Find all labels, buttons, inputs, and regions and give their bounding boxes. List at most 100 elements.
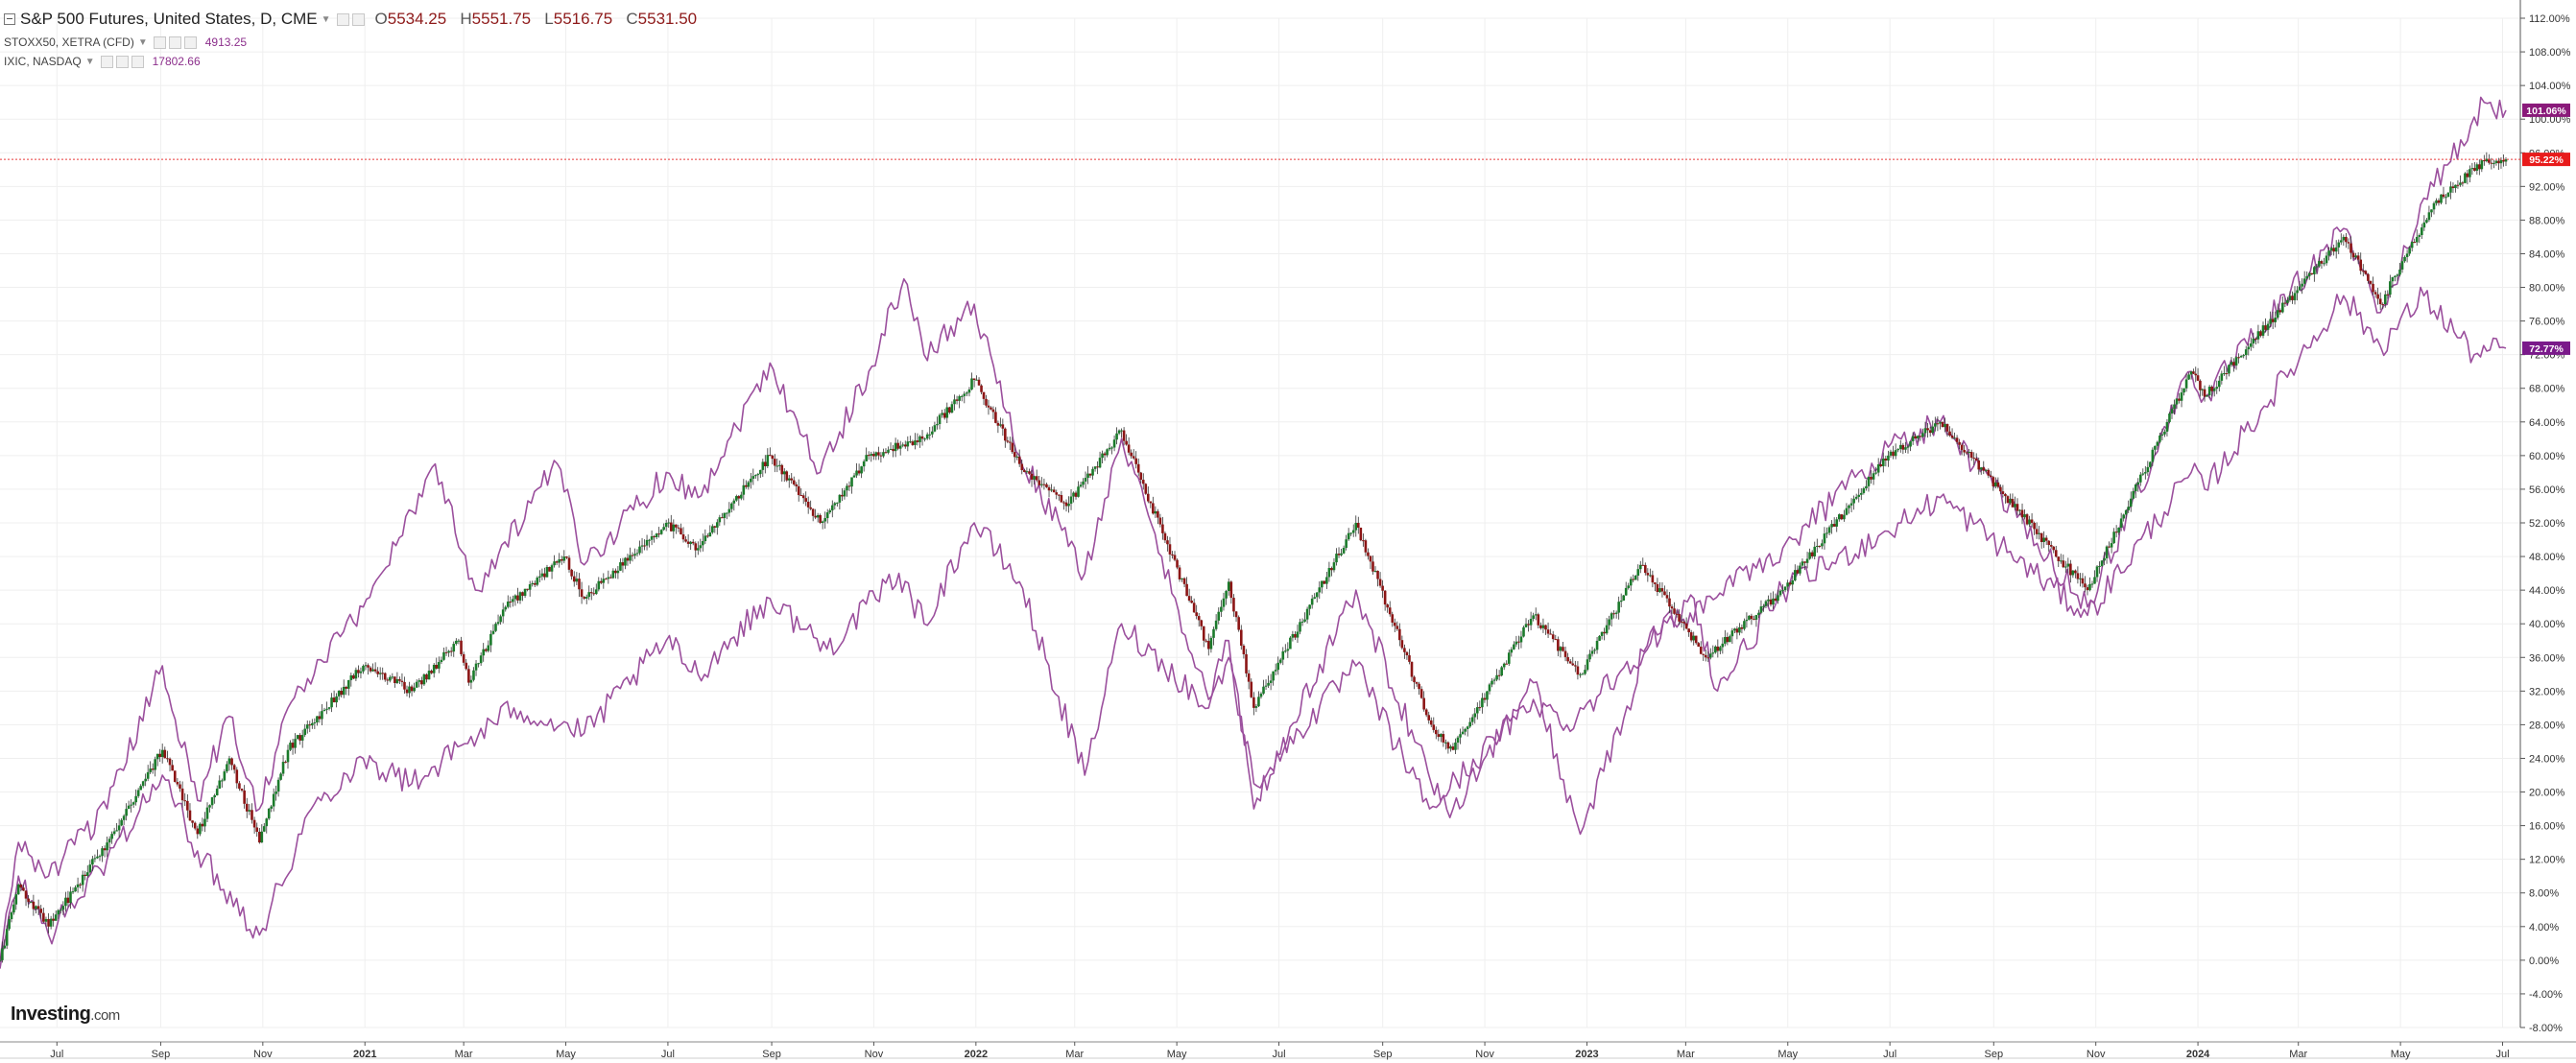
close-icon[interactable]: [183, 35, 197, 49]
candle-body: [2466, 173, 2469, 177]
y-tick-label: 20.00%: [2529, 788, 2565, 799]
y-tick-label: 104.00%: [2529, 81, 2571, 92]
x-tick-label: Jul: [2495, 1049, 2509, 1060]
candle-body: [506, 602, 510, 607]
x-tick-label: Mar: [2289, 1049, 2307, 1060]
candle-body: [1510, 649, 1514, 653]
candle-body: [205, 807, 209, 819]
candle-body: [2086, 587, 2089, 591]
candle-body: [1006, 440, 1010, 442]
chevron-down-icon[interactable]: ▼: [84, 56, 95, 67]
candle-body: [2332, 248, 2335, 252]
candle-body: [941, 413, 943, 415]
main-symbol-title[interactable]: S&P 500 Futures, United States, D, CME: [20, 10, 318, 28]
settings-icon[interactable]: [115, 55, 129, 68]
candle-body: [1245, 653, 1248, 673]
candle-body: [1491, 680, 1493, 685]
close-icon[interactable]: [131, 55, 144, 68]
candle-body: [1999, 486, 2002, 492]
candle-body: [1318, 587, 1322, 593]
candle-body: [2354, 255, 2357, 258]
candle-body: [653, 536, 656, 538]
candle-body: [672, 524, 676, 532]
candle-body: [364, 665, 368, 667]
candle-body: [2146, 466, 2150, 473]
candle-body: [570, 569, 573, 577]
candle-body: [103, 848, 107, 851]
candle-body: [1716, 646, 1720, 651]
candle-body: [3, 945, 7, 949]
candle-body: [52, 918, 55, 921]
close-icon[interactable]: [351, 12, 365, 26]
candle-body: [1588, 653, 1591, 660]
candle-body: [1146, 493, 1150, 502]
candle-body: [1898, 444, 1902, 450]
candle-body: [2345, 236, 2348, 243]
settings-icon[interactable]: [336, 12, 349, 26]
candle-body: [1748, 615, 1751, 620]
candle-body: [2011, 499, 2015, 508]
candle-body: [2427, 212, 2431, 221]
candle-body: [2376, 294, 2379, 299]
compare-symbol-name[interactable]: STOXX50, XETRA (CFD): [4, 35, 134, 49]
candle-body: [1799, 565, 1801, 574]
candle-body: [950, 404, 954, 413]
candle-body: [279, 773, 282, 780]
settings-icon[interactable]: [168, 35, 181, 49]
x-tick-label: May: [1777, 1049, 1798, 1060]
candle-body: [918, 436, 921, 442]
compare-symbol-name[interactable]: IXIC, NASDAQ: [4, 55, 82, 68]
candle-body: [2464, 173, 2467, 183]
candle-body: [308, 724, 312, 726]
candle-body: [400, 680, 404, 682]
candle-body: [1060, 495, 1063, 503]
candle-body: [318, 716, 322, 720]
collapse-icon[interactable]: [4, 13, 15, 25]
candle-body: [1296, 631, 1300, 638]
candle-body: [69, 891, 72, 904]
ohlc-open: 5534.25: [387, 10, 447, 28]
candle-body: [2196, 375, 2200, 381]
candle-body: [699, 545, 703, 549]
visibility-icon[interactable]: [153, 35, 166, 49]
candle-body: [526, 588, 529, 590]
x-tick-label: Mar: [1065, 1049, 1084, 1060]
candle-body: [1449, 746, 1452, 749]
candle-body: [1568, 661, 1572, 664]
candle-body: [2004, 493, 2007, 497]
candle-body: [359, 671, 363, 673]
candle-body: [1284, 650, 1287, 652]
candle-body: [1529, 619, 1533, 626]
candle-body: [1486, 691, 1489, 700]
candle-body: [1077, 486, 1080, 497]
candle-body: [2302, 278, 2306, 284]
candle-body: [1909, 440, 1912, 447]
candle-body: [804, 498, 807, 502]
candle-body: [1242, 646, 1246, 654]
candle-body: [2315, 266, 2319, 268]
candle-body: [1923, 428, 1927, 434]
candle-body: [2364, 271, 2368, 274]
candle-body: [403, 681, 406, 690]
candle-body: [1958, 441, 1961, 445]
candle-body: [1035, 476, 1038, 481]
candle-body: [1627, 585, 1631, 588]
candle-body: [1212, 628, 1215, 638]
candle-body: [1214, 620, 1218, 629]
candle-body: [1400, 640, 1404, 649]
candle-body: [920, 436, 924, 439]
candle-body: [657, 533, 660, 535]
value-badges: 95.22% 72.77% 101.06%: [2522, 103, 2570, 355]
candle-body: [2422, 222, 2426, 228]
candle-body: [1395, 626, 1399, 629]
candle-body: [1941, 421, 1944, 428]
visibility-icon[interactable]: [100, 55, 113, 68]
candle-body: [1398, 628, 1401, 641]
candle-body: [2320, 261, 2324, 264]
candle-body: [877, 452, 880, 456]
chevron-down-icon[interactable]: ▼: [321, 13, 331, 25]
chevron-down-icon[interactable]: ▼: [137, 36, 148, 48]
candle-body: [208, 805, 211, 808]
